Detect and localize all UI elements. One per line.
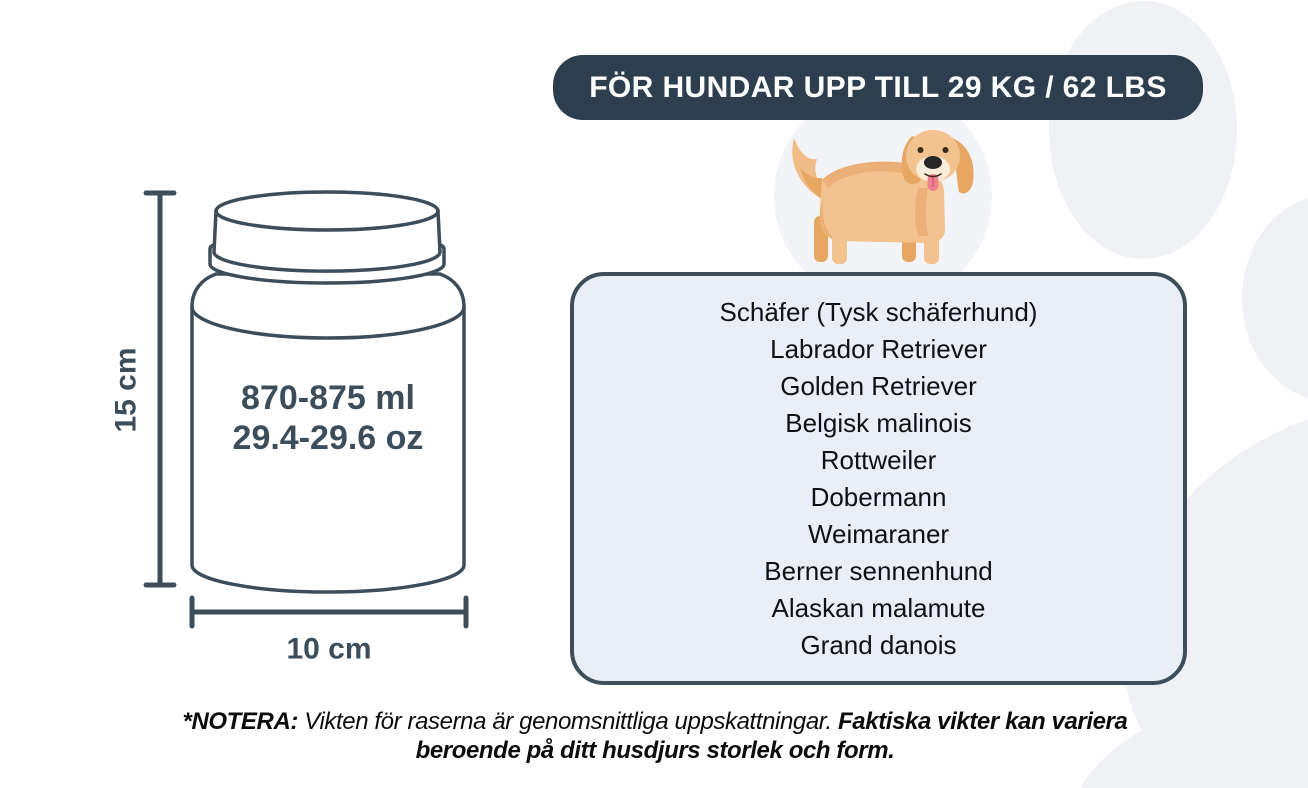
breed-item: Grand danois xyxy=(800,630,957,660)
breed-item: Rottweiler xyxy=(820,445,937,475)
breed-list-box: Schäfer (Tysk schäferhund) Labrador Retr… xyxy=(570,272,1187,685)
banner-label: FÖR HUNDAR UPP TILL 29 KG / 62 LBS xyxy=(589,70,1167,104)
footnote-prefix: *NOTERA: xyxy=(182,708,299,735)
jar-shoulder-arc xyxy=(190,305,466,340)
jar-diagram: 15 cm 10 cm 870-875 ml 29.4-29.6 oz xyxy=(110,190,469,666)
jar-lid-top xyxy=(214,190,440,232)
breed-item: Weimaraner xyxy=(807,519,950,549)
size-banner: FÖR HUNDAR UPP TILL 29 KG / 62 LBS xyxy=(553,55,1203,120)
footnote-line-1: *NOTERA: Vikten för raserna är genomsnit… xyxy=(80,708,1230,737)
breed-item: Alaskan malamute xyxy=(771,593,986,623)
breed-item: Belgisk malinois xyxy=(785,408,972,438)
jar-body-outline xyxy=(190,272,466,594)
golden-retriever-icon xyxy=(792,130,974,264)
volume-oz-label: 29.4-29.6 oz xyxy=(233,419,424,457)
breed-item: Berner sennenhund xyxy=(764,556,993,586)
height-dimension-line xyxy=(143,190,177,588)
footnote-bold-2: beroende på ditt husdjurs storlek och fo… xyxy=(415,736,895,764)
height-label: 15 cm xyxy=(110,347,143,432)
breed-item: Labrador Retriever xyxy=(770,334,987,364)
footnote-line-2: beroende på ditt husdjurs storlek och fo… xyxy=(80,737,1230,766)
width-dimension-line xyxy=(189,595,469,629)
footnote: *NOTERA: Vikten för raserna är genomsnit… xyxy=(80,708,1230,765)
footnote-regular: Vikten för raserna är genomsnittliga upp… xyxy=(298,708,839,735)
volume-ml-label: 870-875 ml xyxy=(241,379,415,417)
breed-item: Dobermann xyxy=(810,482,947,512)
footnote-bold-1: Faktiska vikter kan variera xyxy=(838,708,1128,735)
breed-item: Schäfer (Tysk schäferhund) xyxy=(719,297,1038,327)
width-label: 10 cm xyxy=(286,633,371,666)
breed-item: Golden Retriever xyxy=(780,371,977,401)
